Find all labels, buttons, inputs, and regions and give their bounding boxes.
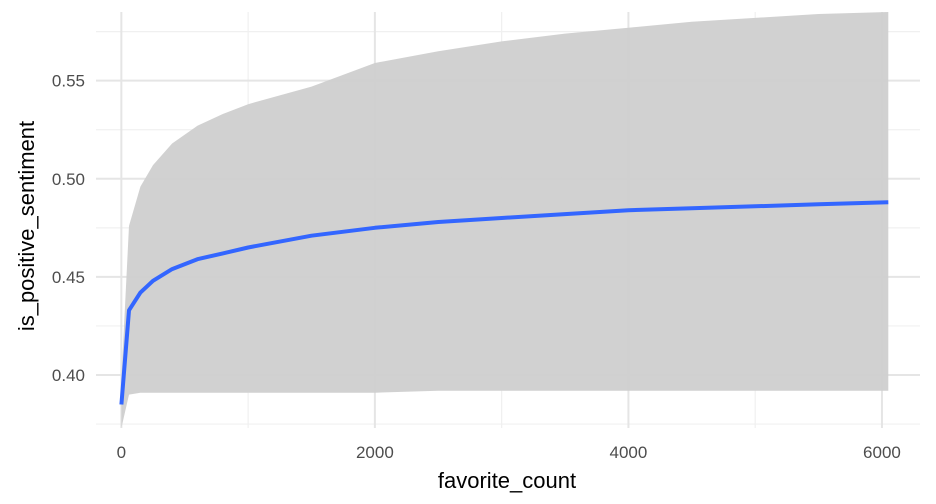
x-axis-ticks: 0 2000 4000 6000 — [117, 443, 901, 462]
y-axis-title: is_positive_sentiment — [14, 121, 39, 331]
x-tick-label: 6000 — [863, 443, 901, 462]
confidence-ribbon — [121, 12, 889, 428]
y-tick-label: 0.45 — [52, 268, 85, 287]
x-tick-label: 0 — [117, 443, 126, 462]
x-tick-label: 2000 — [356, 443, 394, 462]
x-axis-title: favorite_count — [438, 468, 576, 493]
y-tick-label: 0.50 — [52, 170, 85, 189]
x-tick-label: 4000 — [610, 443, 648, 462]
y-tick-label: 0.55 — [52, 72, 85, 91]
y-tick-label: 0.40 — [52, 366, 85, 385]
smooth-line — [119, 200, 889, 405]
y-axis-ticks: 0.40 0.45 0.50 0.55 — [52, 72, 85, 385]
